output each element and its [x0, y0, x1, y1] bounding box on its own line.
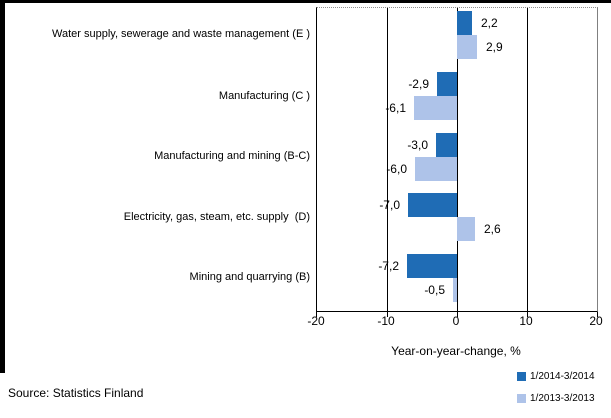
category-label-manufacturing-and-mining: Manufacturing and mining (B-C)	[154, 150, 310, 162]
x-tick-mark	[457, 312, 458, 317]
x-tick-label: -20	[307, 314, 325, 328]
gridline-zero-axis	[457, 8, 458, 311]
x-tick-label: 0	[452, 314, 460, 328]
window-left-border	[0, 0, 5, 373]
category-label-electricity: Electricity, gas, steam, etc. supply (D)	[123, 211, 310, 223]
bar-value-label: -3,0	[407, 138, 428, 152]
x-tick-mark	[316, 312, 317, 317]
legend-swatch-2014	[517, 372, 526, 381]
bar-value-label: -7,2	[378, 259, 399, 273]
x-tick-mark	[527, 312, 528, 317]
bar-value-label: -6,0	[386, 162, 407, 176]
bar-value-label: 2,2	[481, 16, 498, 30]
legend-entry-2013: 1/2013-3/2013	[517, 393, 595, 404]
category-label-water-supply: Water supply, sewerage and waste managem…	[51, 28, 310, 40]
legend-label-2013: 1/2013-3/2013	[530, 393, 595, 404]
x-tick-label: -10	[377, 314, 395, 328]
bar	[436, 133, 457, 157]
bar	[414, 96, 457, 120]
bar	[415, 157, 457, 181]
bar-value-label: -7,0	[379, 198, 400, 212]
bar	[457, 11, 472, 35]
bar	[437, 72, 457, 96]
bar-value-label: -2,9	[408, 77, 429, 91]
plot-area: 2,2 2,9 -2,9 -6,1 -3,0 -6,0 -7,0 2,6 -7,2 -0,5	[316, 7, 598, 317]
chart-legend: 1/2014-3/2014 1/2013-3/2013	[517, 371, 595, 415]
bar	[457, 35, 477, 59]
bar	[457, 217, 475, 241]
bar-value-label: 2,9	[486, 40, 503, 54]
bar	[408, 193, 457, 217]
gridline-minus10	[387, 8, 388, 311]
category-label-mining-and-quarrying: Mining and quarrying (B)	[189, 271, 310, 283]
category-label-manufacturing: Manufacturing (C )	[218, 90, 310, 102]
source-note: Source: Statistics Finland	[8, 386, 144, 400]
legend-swatch-2013	[517, 394, 526, 403]
bar-value-label: -6,1	[385, 101, 406, 115]
legend-label-2014: 1/2014-3/2014	[530, 371, 595, 382]
x-tick-mark	[387, 312, 388, 317]
bar-value-label: -0,5	[424, 283, 445, 297]
x-tick-label: 20	[589, 314, 603, 328]
legend-entry-2014: 1/2014-3/2014	[517, 371, 595, 382]
window-top-border	[0, 0, 611, 3]
x-axis-title: Year-on-year-change, %	[391, 344, 521, 358]
gridline-plus10	[527, 8, 528, 311]
bar	[453, 278, 457, 302]
x-tick-label: 10	[519, 314, 533, 328]
bar-value-label: 2,6	[484, 222, 501, 236]
bar	[407, 254, 457, 278]
x-tick-mark	[597, 312, 598, 317]
